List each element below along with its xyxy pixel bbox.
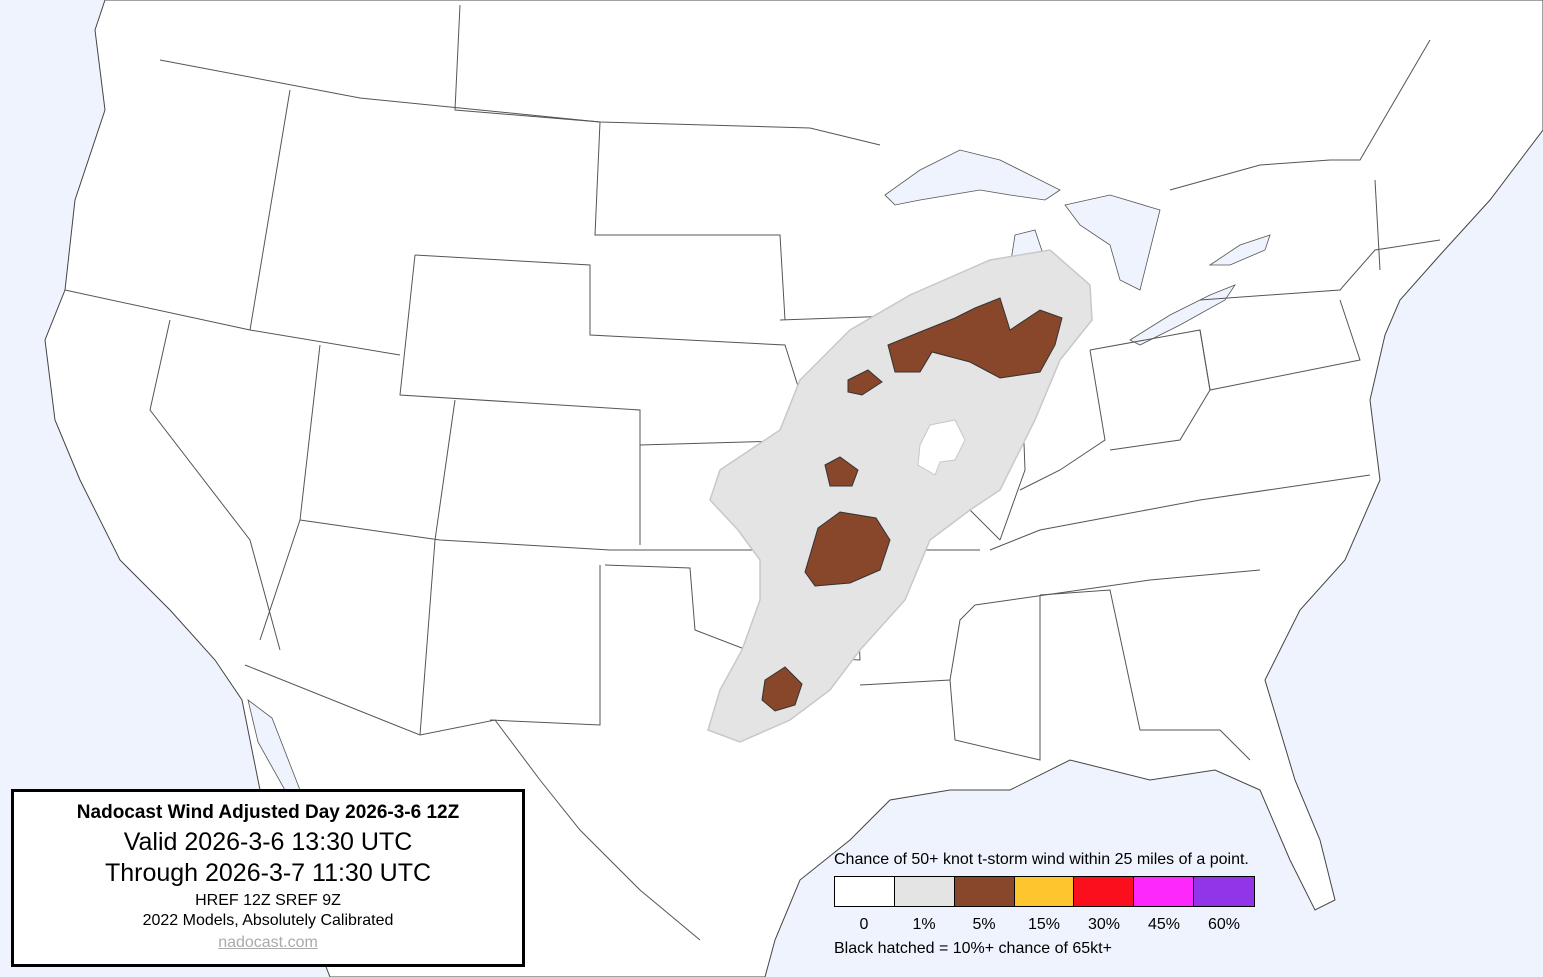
state-line [1039, 589, 1251, 761]
wind-0pct-hole [917, 419, 966, 476]
state-line [1199, 299, 1361, 391]
legend-caption: Chance of 50+ knot t-storm wind within 2… [834, 851, 1249, 868]
calibration-note: 2022 Models, Absolutely Calibrated [142, 912, 394, 929]
legend-swatch [1134, 877, 1195, 906]
state-line [399, 254, 641, 545]
border-line [1169, 39, 1431, 191]
legend-label: 15% [1027, 916, 1061, 933]
state-line [1019, 349, 1106, 491]
nadocast-link[interactable]: nadocast.com [218, 934, 318, 951]
state-line [859, 604, 976, 686]
hatch-note: Black hatched = 10%+ chance of 65kt+ [834, 940, 1112, 957]
legend: Chance of 50+ knot t-storm wind within 2… [834, 851, 1255, 958]
legend-swatch [835, 877, 895, 906]
legend-label: 45% [1147, 916, 1181, 933]
state-line [1199, 239, 1441, 301]
wind-5pct-area [804, 511, 891, 587]
legend-labels: 0 1% 5% 15% 30% 45% 60% [834, 916, 1254, 934]
state-line [989, 474, 1371, 551]
state-line [489, 565, 601, 726]
legend-swatch [894, 877, 955, 906]
legend-label: 60% [1207, 916, 1241, 933]
lake-huron [1064, 194, 1161, 291]
state-line [149, 319, 281, 651]
lake-erie [1129, 284, 1237, 346]
valid-time: Valid 2026-3-6 13:30 UTC [123, 828, 413, 856]
wind-5pct-area [761, 666, 803, 712]
legend-label: 0 [859, 916, 869, 933]
legend-label: 5% [972, 916, 996, 933]
legend-color-bar [834, 876, 1255, 907]
state-line [419, 399, 456, 736]
title-box: Nadocast Wind Adjusted Day 2026-3-6 12Z … [11, 789, 525, 967]
lake-superior [884, 149, 1061, 206]
state-line [249, 89, 291, 331]
state-line [974, 569, 1261, 606]
map-title: Nadocast Wind Adjusted Day 2026-3-6 12Z [76, 802, 460, 823]
legend-swatch [1194, 877, 1255, 906]
state-line [1374, 179, 1381, 271]
state-line [454, 4, 786, 321]
legend-swatch [954, 877, 1015, 906]
wind-5pct-area [887, 297, 1063, 379]
legend-swatch [1014, 877, 1075, 906]
wind-5pct-area [847, 369, 883, 396]
through-time: Through 2026-3-7 11:30 UTC [104, 859, 432, 887]
state-line [949, 595, 1041, 761]
wind-5pct-area [824, 456, 859, 487]
legend-swatch [1074, 877, 1135, 906]
lake-ontario [1208, 234, 1271, 266]
legend-label: 30% [1087, 916, 1121, 933]
legend-label: 1% [912, 916, 936, 933]
model-runs: HREF 12Z SREF 9Z [195, 892, 341, 909]
